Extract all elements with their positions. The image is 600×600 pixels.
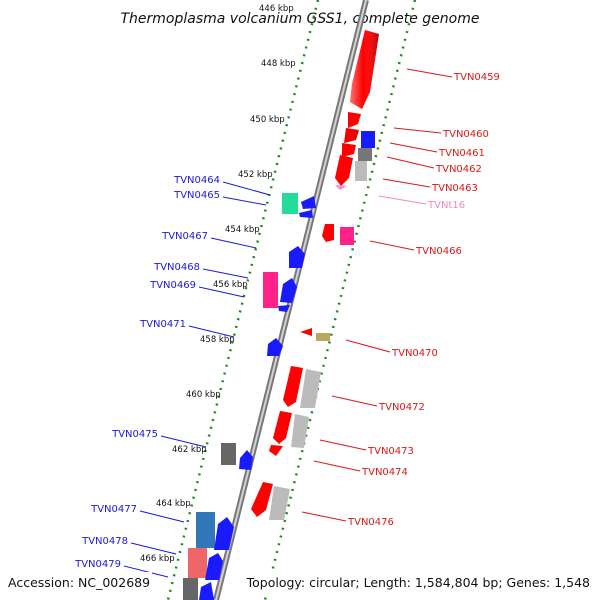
gene-TVN0467[interactable] <box>289 246 305 268</box>
gene-TVN0469[interactable] <box>278 278 297 312</box>
gene-label-TVN0471[interactable]: TVN0471 <box>139 319 186 330</box>
gene-TVN0463[interactable] <box>335 155 367 186</box>
gene-TVN0473[interactable] <box>273 411 309 448</box>
gene-TVN0464[interactable] <box>282 193 298 214</box>
kbp-label: 446 kbp <box>259 4 294 14</box>
gene-label-TVN0474[interactable]: TVN0474 <box>361 467 408 478</box>
gene-label-TVN0469[interactable]: TVN0469 <box>149 280 196 291</box>
gene-TVN0465[interactable] <box>299 196 316 218</box>
gene-TVN0466[interactable] <box>322 224 354 245</box>
gene-label-TVN0477[interactable]: TVN0477 <box>90 504 137 515</box>
kbp-label: 464 kbp <box>156 499 191 509</box>
gene-label-TVN0459[interactable]: TVN0459 <box>453 72 500 83</box>
gene-label-TVN0464[interactable]: TVN0464 <box>173 175 220 186</box>
page-title: Thermoplasma volcanium GSS1, complete ge… <box>120 11 479 27</box>
accession-label: Accession: NC_002689 <box>8 575 150 590</box>
gene-TVN0478[interactable] <box>188 548 223 580</box>
gene-label-TVN0468[interactable]: TVN0468 <box>153 262 200 273</box>
gene-TVN0461[interactable] <box>342 131 375 157</box>
gene-label-TVN0470[interactable]: TVN0470 <box>391 348 438 359</box>
gene-TVN0470[interactable] <box>300 328 330 341</box>
gene-label-TVN0472[interactable]: TVN0472 <box>378 402 425 413</box>
gene-TVN0477[interactable] <box>196 512 234 550</box>
gene-label-TVN0478[interactable]: TVN0478 <box>81 536 128 547</box>
gene-label-TVN0467[interactable]: TVN0467 <box>161 231 208 242</box>
gene-label-TVN0462[interactable]: TVN0462 <box>435 164 482 175</box>
gene-label-TVN0466[interactable]: TVN0466 <box>415 246 462 257</box>
tick-line-left <box>166 0 320 600</box>
kbp-label: 462 kbp <box>172 445 207 455</box>
gene-label-TVN0461[interactable]: TVN0461 <box>438 148 485 159</box>
gene-label-TVN0463[interactable]: TVN0463 <box>431 183 478 194</box>
footer-backdrop-right <box>256 572 596 592</box>
kbp-label: 458 kbp <box>200 335 235 345</box>
kbp-label: 448 kbp <box>261 59 296 69</box>
gene-TVN0472[interactable] <box>283 366 321 408</box>
gene-label-TVNt16[interactable]: TVNt16 <box>427 200 465 211</box>
kbp-label: 456 kbp <box>213 280 248 290</box>
gene-TVN0459[interactable] <box>350 30 379 109</box>
left-gene-labels: TVN0464 TVN0465 TVN0467 TVN0468 TVN0469 … <box>74 175 271 578</box>
kbp-label: 466 kbp <box>140 554 175 564</box>
gene-label-TVN0460[interactable]: TVN0460 <box>442 129 489 140</box>
right-gene-labels: TVN0459 TVN0460 TVN0461 TVN0462 TVN0463 … <box>301 68 500 528</box>
gene-label-TVN0475[interactable]: TVN0475 <box>111 429 158 440</box>
gene-TVN0476[interactable] <box>251 482 290 520</box>
gene-TVN0460[interactable] <box>344 112 361 143</box>
kbp-label: 460 kbp <box>186 390 221 400</box>
gene-TVN0468[interactable] <box>263 272 278 308</box>
kbp-labels: 446 kbp 448 kbp 450 kbp 452 kbp 454 kbp … <box>140 4 296 564</box>
gene-TVN0479[interactable] <box>183 578 214 600</box>
topology-label: Topology: circular; Length: 1,584,804 bp… <box>246 575 590 590</box>
kbp-label: 452 kbp <box>238 170 273 180</box>
gene-TVN0462[interactable] <box>358 148 372 161</box>
footer-backdrop-left <box>4 572 152 592</box>
gene-TVN0475[interactable] <box>221 443 253 470</box>
gene-label-TVN0479[interactable]: TVN0479 <box>74 559 121 570</box>
gene-label-TVN0473[interactable]: TVN0473 <box>367 446 414 457</box>
gene-TVN0471[interactable] <box>267 338 283 356</box>
gene-label-TVN0465[interactable]: TVN0465 <box>173 190 220 201</box>
gene-TVN0474[interactable] <box>269 445 283 456</box>
kbp-label: 450 kbp <box>250 115 285 125</box>
kbp-label: 454 kbp <box>225 225 260 235</box>
gene-label-TVN0476[interactable]: TVN0476 <box>347 517 394 528</box>
gene-TVNt16[interactable] <box>335 185 347 190</box>
